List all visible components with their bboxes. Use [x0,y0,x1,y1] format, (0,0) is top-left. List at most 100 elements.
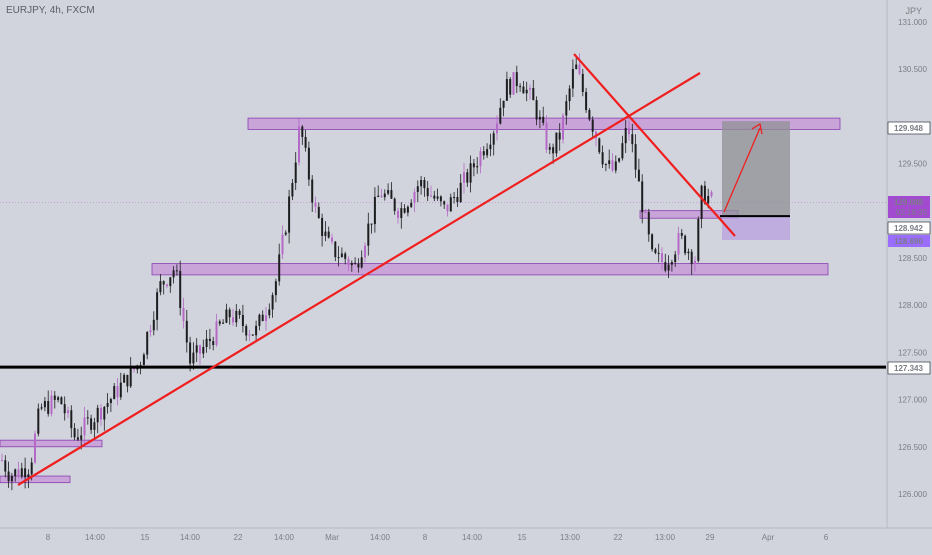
candle-body [265,315,267,322]
candle-body [241,314,244,327]
candle-body [205,338,208,348]
candle-body [479,151,482,167]
candle-body [278,254,281,282]
price-badge-current [888,196,930,218]
candle-body [17,469,20,477]
candle-body [443,201,446,205]
candle-body [24,468,27,478]
candle-body [86,417,89,419]
candle-body [347,258,350,266]
candle-body [667,264,670,271]
uptrend-line[interactable] [17,72,701,486]
candle-body [251,334,254,336]
candle-body [116,386,119,398]
candle-body [436,196,439,199]
candle-body [139,365,142,367]
candle-body [525,89,528,94]
candle-body [185,320,188,343]
candle-body [67,410,69,414]
candle-body [377,195,380,197]
candle-body [588,110,591,120]
candle-body [37,408,40,434]
candle-body [248,334,251,336]
price-badge-support [887,361,931,375]
candle-body [604,164,607,166]
candle-body [166,284,168,287]
candle-body [60,397,63,405]
candle-body [387,190,390,194]
time-tick-label: 15 [518,533,527,542]
candle-body [703,185,706,204]
price-badge-current-value: 129.088 [894,198,923,207]
candle-body [555,132,558,154]
candle-body [129,366,132,387]
downtrend-line[interactable] [573,53,736,237]
time-tick-label: 22 [234,533,243,542]
candle-body [654,249,657,253]
candle-body [453,196,456,198]
price-badge-resistance [887,121,931,135]
price-tick-label: 129.500 [898,159,927,168]
currency-label: JPY [905,6,922,16]
candle-body [43,401,46,408]
candle-body [179,270,182,308]
time-tick-label: 13:00 [560,533,581,542]
candle-body [637,169,640,182]
candle-body [651,234,654,250]
symbol-title: EURJPY, 4h, FXCM [6,5,95,16]
candle-body [400,208,403,218]
candle-body [538,116,541,120]
position-target-area[interactable] [722,121,790,217]
candle-body [172,270,175,278]
candle-body [393,198,396,211]
candle-body [380,195,383,198]
candle-body [334,241,337,258]
candle-body [90,418,93,430]
candle-body [601,152,604,165]
support-zone [151,263,829,276]
candle-body [324,231,327,236]
candle-body [291,182,294,197]
candle-body [50,395,53,414]
candle-body [1,460,3,461]
candle-body [390,190,393,199]
price-badge-support-value: 127.343 [894,364,923,373]
candle-body [208,338,211,342]
candle-body [568,88,571,102]
time-tick-label: 14:00 [85,533,106,542]
candle-body [446,204,449,212]
candle-body [690,251,693,265]
candle-body [505,79,508,101]
candle-body [357,263,360,268]
projection-arrow-line [723,127,761,213]
candle-body [476,166,479,168]
candle-body [83,417,86,436]
candle-body [687,251,690,254]
candle-body [7,471,10,482]
candle-body [169,277,172,287]
candle-body [545,122,548,150]
candle-body [647,212,650,235]
candle-body [710,192,713,196]
candle-body [53,395,56,400]
candle-body [284,232,287,235]
candle-body [657,252,660,254]
candle-body [47,401,50,414]
price-tick-label: 127.500 [898,348,927,357]
candle-body [416,186,419,192]
candle-body [364,245,366,258]
time-tick-label: 14:00 [370,533,391,542]
candle-body [218,321,221,324]
candle-body [63,404,66,414]
time-tick-label: 14:00 [462,533,483,542]
price-tick-label: 127.000 [898,396,927,405]
candle-body [482,151,485,156]
candle-body [314,202,317,207]
candle-body [423,180,426,189]
candle-body [225,309,228,323]
candle-body [261,314,264,322]
position-stop-area[interactable] [722,216,790,240]
candle-body [581,73,584,92]
